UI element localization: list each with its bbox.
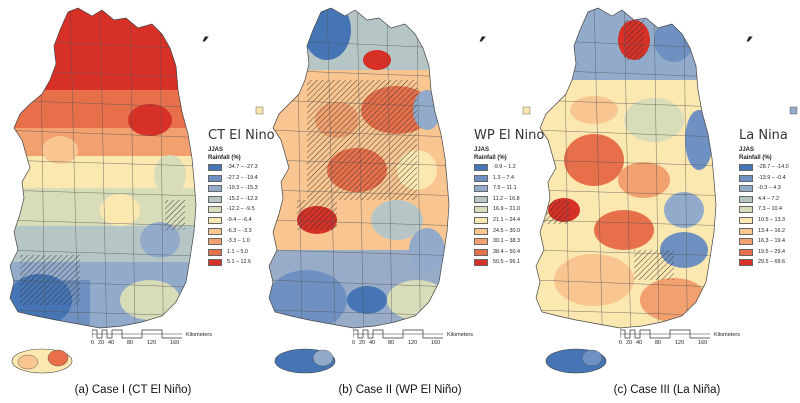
- legend-swatch: [739, 164, 753, 171]
- ulleung-island: [255, 106, 264, 115]
- legend-swatch: [208, 238, 222, 246]
- legend-subtitle-rainfall: Rainfall (%): [208, 155, 241, 161]
- legend-swatch: [208, 248, 222, 256]
- legend-subtitle-season: JJAS: [208, 147, 224, 153]
- legend-swatch: [474, 195, 488, 203]
- legend-swatch: [208, 216, 222, 224]
- scale-bar: Kilometers 0 20 40 80 120 160: [352, 329, 473, 346]
- tick-mark: ′: [202, 31, 210, 64]
- tick-mark: ′: [746, 31, 754, 64]
- caption: (c) Case III (La Niña): [613, 384, 721, 396]
- legend-swatch: [208, 206, 222, 214]
- legend-swatch: [739, 206, 753, 214]
- legend-subtitle-season: JJAS: [739, 147, 755, 153]
- legend-title: CT El Nino: [208, 128, 275, 143]
- legend-swatch: [739, 174, 753, 182]
- caption: (b) Case II (WP El Niño): [338, 384, 462, 396]
- legend-title: WP El Nino: [474, 128, 545, 143]
- scale-unit: Kilometers: [714, 332, 740, 338]
- legend-swatch: [739, 227, 753, 235]
- legend-swatch: [474, 216, 488, 224]
- scale-unit: Kilometers: [447, 332, 473, 338]
- legend-swatch: [474, 206, 488, 214]
- tick-mark: ′: [479, 31, 487, 64]
- legend-swatch: [208, 227, 222, 235]
- scale-bar: Kilometers 0 20 40 80 120 160: [91, 329, 212, 346]
- panel-case-2: ′ WP El Nino JJAS Rainfall (%) -9.9 – 1.…: [267, 0, 544, 403]
- legend-subtitle-rainfall: Rainfall (%): [474, 155, 507, 161]
- legend-swatch: [739, 238, 753, 246]
- legend-swatch: [208, 195, 222, 203]
- ulleung-island: [522, 106, 531, 115]
- legend-title: La Nina: [739, 128, 788, 143]
- legend-swatch: [474, 248, 488, 256]
- legend-swatch: [739, 195, 753, 203]
- legend-swatch: [208, 174, 222, 182]
- scale-unit: Kilometers: [186, 332, 212, 338]
- caption: (a) Case I (CT El Niño): [74, 384, 192, 396]
- korea-rainfall-map: [535, 7, 798, 374]
- legend-swatch: [739, 248, 753, 256]
- legend-swatch: [474, 164, 488, 171]
- legend-swatch: [208, 164, 222, 171]
- ulleung-island: [789, 106, 798, 115]
- legend-swatch: [474, 227, 488, 235]
- panel-case-1: ′ CT El Nino JJAS Rainfall (%) -34.7 – -…: [0, 0, 275, 403]
- scale-bar: Kilometers 0 20 40 80 120 160: [619, 329, 740, 346]
- legend-swatch: [739, 216, 753, 224]
- panel-case-3: ′ La Nina JJAS Rainfall (%) -28.7 – -14.…: [534, 0, 800, 403]
- legend-subtitle-season: JJAS: [474, 147, 490, 153]
- korea-rainfall-map: [268, 7, 531, 374]
- legend-swatch: [474, 185, 488, 193]
- legend-swatch: [474, 174, 488, 182]
- legend-swatch: [208, 259, 222, 267]
- legend-swatch: [739, 259, 753, 267]
- legend-swatch: [474, 259, 488, 267]
- legend-swatch: [739, 185, 753, 193]
- legend-swatch: [474, 238, 488, 246]
- korea-rainfall-map: [9, 7, 264, 374]
- legend-swatch: [208, 185, 222, 193]
- legend-subtitle-rainfall: Rainfall (%): [739, 155, 772, 161]
